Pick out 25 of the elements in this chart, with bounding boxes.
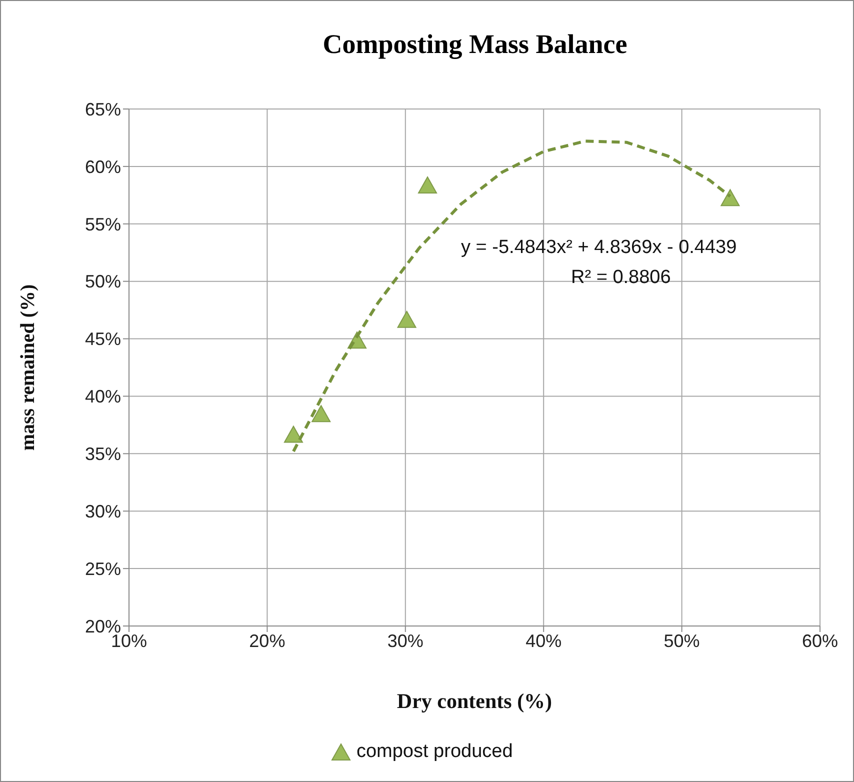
x-tick-label: 30% <box>387 630 424 651</box>
annotation: y = -5.4843x² + 4.8369x - 0.4439 <box>461 237 737 259</box>
point <box>720 189 740 206</box>
annotation: R² = 0.8806 <box>571 267 671 289</box>
y-tick-label: 65% <box>84 99 121 120</box>
x-axis-title: Dry contents (%) <box>396 689 552 713</box>
x-tick-label: 40% <box>526 630 562 651</box>
y-tick-label: 40% <box>84 386 121 407</box>
y-tick-label: 35% <box>84 444 121 464</box>
y-axis-title: mass remained (%) <box>17 284 40 451</box>
y-tick-label: 50% <box>84 272 121 292</box>
y-tick-label: 30% <box>84 502 121 522</box>
y-tick-label: 45% <box>84 329 121 350</box>
y-tick-label: 25% <box>84 558 121 579</box>
y-tick-label: 55% <box>84 214 121 234</box>
point <box>397 310 416 328</box>
x-tick-label: 50% <box>664 630 700 651</box>
legend-label: compost produced <box>355 741 513 762</box>
y-tick-label: 60% <box>84 156 121 177</box>
point <box>312 405 331 422</box>
point <box>284 426 303 443</box>
chart-title: Composting Mass Balance <box>322 29 628 60</box>
point <box>418 176 438 194</box>
x-tick-label: 20% <box>249 630 286 651</box>
x-tick-label: 60% <box>802 630 838 651</box>
